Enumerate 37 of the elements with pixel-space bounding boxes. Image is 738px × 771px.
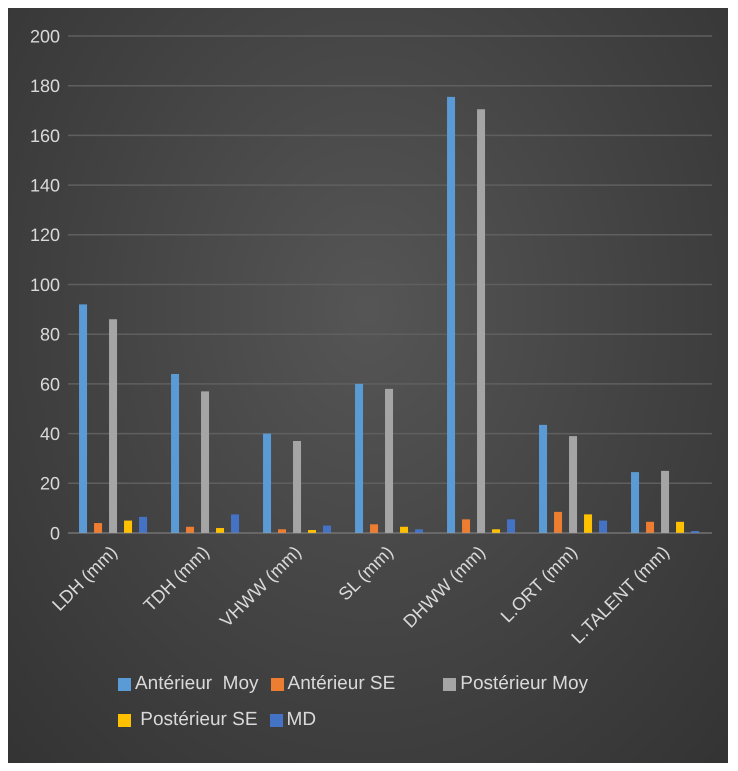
bar (231, 514, 240, 533)
bar (124, 520, 132, 533)
legend-label: Postérieur SE (139, 709, 258, 731)
legend-label: Antérieur Moy (135, 673, 259, 695)
bar (370, 524, 378, 533)
y-tick-label: 180 (30, 76, 60, 96)
bar (507, 519, 516, 533)
y-tick-label: 140 (30, 175, 60, 196)
bar (554, 512, 562, 533)
bar (263, 434, 272, 533)
bar (79, 304, 88, 533)
bar (599, 520, 608, 533)
y-tick-label: 100 (30, 274, 60, 295)
bar (139, 516, 148, 533)
y-tick-label: 20 (40, 474, 60, 494)
y-tick-label: 40 (40, 424, 60, 444)
legend-label: Antérieur SE (288, 673, 396, 695)
y-tick-label: 200 (30, 26, 60, 46)
bar (216, 528, 224, 533)
bar (462, 519, 470, 533)
bar (539, 424, 548, 533)
bar (94, 523, 102, 533)
y-tick-label: 80 (40, 324, 60, 345)
bar (355, 384, 364, 533)
legend-label: Postérieur Moy (460, 673, 588, 695)
y-tick-label: 60 (40, 374, 60, 394)
bar (631, 472, 640, 533)
bar (584, 514, 592, 533)
y-tick-label: 120 (30, 225, 60, 246)
legend-label: MD (286, 709, 316, 731)
bar (323, 526, 332, 533)
bar (171, 374, 180, 533)
y-tick-label: 160 (30, 126, 60, 146)
bar (447, 96, 456, 533)
y-tick-label: 0 (50, 523, 60, 544)
bar (676, 522, 684, 533)
bar (646, 522, 654, 533)
